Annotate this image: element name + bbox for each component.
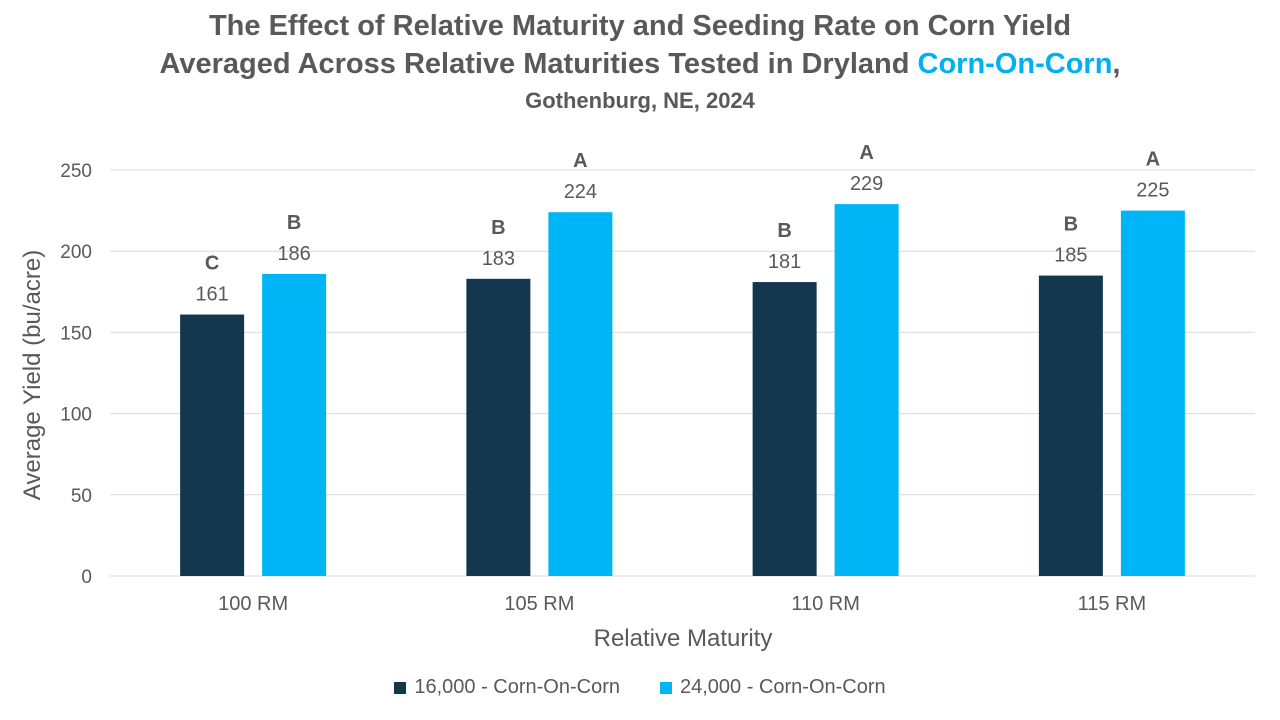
y-tick-label: 150: [60, 323, 92, 344]
data-label: 224: [564, 181, 597, 203]
significance-letter: B: [1064, 214, 1078, 236]
data-label: 185: [1054, 245, 1087, 267]
bar-105-rm-series2: [548, 212, 613, 576]
bar-110-rm-series2: [834, 204, 899, 576]
data-label: 229: [850, 173, 883, 195]
significance-letter: B: [287, 212, 301, 234]
data-label: 181: [768, 251, 801, 273]
title-line2-suffix: ,: [1112, 48, 1121, 80]
legend-label-series1: 16,000 - Corn-On-Corn: [414, 676, 620, 698]
x-tick-label: 100 RM: [218, 593, 288, 615]
legend-item-series2: 24,000 - Corn-On-Corn: [660, 676, 886, 699]
x-tick-label: 115 RM: [1078, 593, 1147, 615]
chart-title-line2: Averaged Across Relative Maturities Test…: [0, 48, 1280, 81]
y-tick-label: 100: [60, 405, 92, 426]
data-label: 161: [195, 284, 228, 306]
legend-item-series1: 16,000 - Corn-On-Corn: [394, 676, 620, 699]
bars: 161 C 186 B 183 B 224 A 181 B 229 A 185 B 225 A: [180, 142, 1185, 576]
bar-115-rm-series2: [1120, 210, 1185, 576]
title-line2-highlight: Corn-On-Corn: [917, 48, 1113, 80]
data-label: 183: [482, 248, 515, 270]
x-tick-label: 105 RM: [504, 593, 574, 615]
chart-subtitle: Gothenburg, NE, 2024: [525, 88, 755, 113]
legend-label-series2: 24,000 - Corn-On-Corn: [680, 676, 886, 698]
significance-letter: C: [205, 253, 219, 275]
data-label: 225: [1136, 180, 1169, 202]
significance-letter: B: [491, 217, 505, 239]
bar-110-rm-series1: [752, 282, 817, 576]
significance-letter: B: [777, 220, 791, 242]
significance-letter: A: [859, 142, 873, 164]
legend-swatch-series2: [660, 681, 672, 694]
legend: 16,000 - Corn-On-Corn 24,000 - Corn-On-C…: [0, 676, 1280, 699]
bar-105-rm-series1: [466, 278, 531, 576]
significance-letter: A: [1146, 149, 1160, 171]
x-axis-ticks: 100 RM 105 RM 110 RM 115 RM: [218, 593, 1146, 615]
data-label: 186: [277, 243, 310, 265]
y-tick-label: 250: [60, 161, 92, 182]
y-axis-ticks: 0 50 100 150 200 250: [60, 161, 92, 588]
title-line2-prefix: Averaged Across Relative Maturities Test…: [159, 48, 918, 80]
x-tick-label: 110 RM: [791, 593, 860, 615]
bar-115-rm-series1: [1038, 275, 1103, 576]
bar-100-rm-series2: [262, 273, 327, 576]
y-tick-label: 50: [71, 486, 92, 507]
legend-swatch-series1: [394, 681, 407, 694]
y-tick-label: 0: [81, 567, 92, 588]
y-tick-label: 200: [60, 242, 92, 263]
x-axis-label: Relative Maturity: [594, 625, 773, 652]
chart-title-line1: The Effect of Relative Maturity and Seed…: [208, 10, 1072, 42]
bar-100-rm-series1: [180, 314, 245, 576]
y-axis-label: Average Yield (bu/acre): [19, 250, 46, 500]
significance-letter: A: [573, 150, 587, 172]
